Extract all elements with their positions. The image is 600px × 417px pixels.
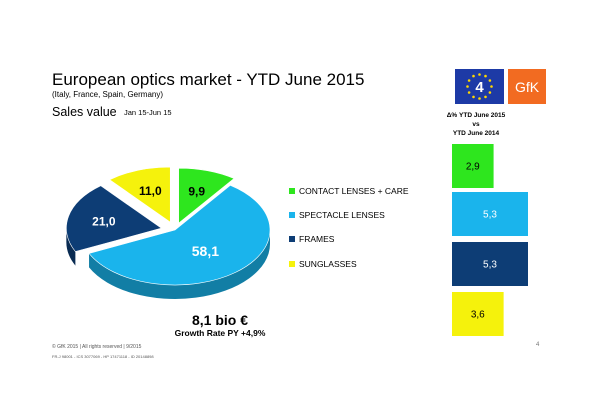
eu-star-icon <box>472 95 475 99</box>
eu-star-icon <box>488 79 492 82</box>
pie-slice <box>178 167 235 224</box>
delta-heading-line-1: Δ% YTD June 2015 <box>446 112 506 119</box>
eu-star-icon <box>478 73 481 76</box>
eu-star-icon <box>466 85 469 88</box>
eu-star-icon <box>488 91 492 94</box>
eu-number: 4 <box>475 79 484 96</box>
delta-bar-chart: 2,9 5,3 5,3 3,6 <box>452 144 528 336</box>
legend-swatch <box>289 188 295 194</box>
pie-data-label: 58,1 <box>192 243 219 259</box>
eu-star-icon <box>472 74 475 78</box>
pie-data-label: 11,0 <box>139 184 162 198</box>
eu-star-icon <box>490 85 493 88</box>
eu-star-icon <box>467 79 471 82</box>
pie-slice <box>66 185 163 252</box>
pie-slice-side <box>89 230 270 299</box>
delta-bar-label: 5,3 <box>483 260 497 271</box>
delta-heading-line-3: YTD June 2014 <box>452 130 500 137</box>
delta-bar <box>452 192 528 236</box>
page-subtitle: (Italy, France, Spain, Germany) <box>52 90 163 99</box>
pie-data-label: 9,9 <box>188 185 205 199</box>
page-title: European optics market - YTD June 2015 <box>52 70 365 89</box>
footer-copyright: © GfK 2015 | All rights reserved | 9/201… <box>52 344 142 350</box>
legend-item: FRAMES <box>289 234 334 244</box>
delta-bar <box>452 144 494 188</box>
legend-swatch <box>289 236 295 242</box>
legend-label: FRAMES <box>299 234 335 244</box>
pie-slice <box>88 184 271 286</box>
footer-reference: FR-J 98001 - ICS 3077069 - HP 17471118 -… <box>52 354 154 359</box>
delta-bar <box>452 242 528 286</box>
eu-star-icon <box>484 74 487 78</box>
legend-item: SUNGLASSES <box>289 259 357 269</box>
gfk-logo: GfK <box>508 69 546 104</box>
pie-slice <box>109 166 171 223</box>
delta-bar-label: 5,3 <box>483 210 497 221</box>
delta-bar-label: 2,9 <box>466 162 480 173</box>
legend-label: SUNGLASSES <box>299 259 357 269</box>
delta-heading: Δ% YTD June 2015 vs YTD June 2014 <box>416 111 536 138</box>
eu-star-icon <box>478 97 481 100</box>
metric-label: Sales value <box>52 105 117 119</box>
gfk-logo-text: GfK <box>515 79 540 95</box>
eu-flag-logo: 4 <box>455 69 504 104</box>
period-label: Jan 15-Jun 15 <box>124 108 172 117</box>
legend-swatch <box>289 261 295 267</box>
legend-label: CONTACT LENSES + CARE <box>299 186 409 196</box>
pie-data-label: 21,0 <box>92 215 116 229</box>
growth-rate: Growth Rate PY +4,9% <box>174 328 266 338</box>
total-value: 8,1 bio € <box>191 312 249 328</box>
eu-star-icon <box>467 91 471 94</box>
delta-bar-label: 3,6 <box>471 310 485 321</box>
delta-bar <box>452 292 504 336</box>
pie-chart: 9,9 58,1 21,0 11,0 <box>66 166 271 299</box>
legend-item: CONTACT LENSES + CARE <box>289 186 409 196</box>
legend-item: SPECTACLE LENSES <box>289 210 385 220</box>
pie-slice-side <box>66 228 76 266</box>
legend-label: SPECTACLE LENSES <box>299 210 385 220</box>
delta-heading-line-2: vs <box>472 121 480 128</box>
legend-swatch <box>289 212 295 218</box>
eu-star-icon <box>484 95 487 99</box>
page-number: 4 <box>536 342 540 348</box>
